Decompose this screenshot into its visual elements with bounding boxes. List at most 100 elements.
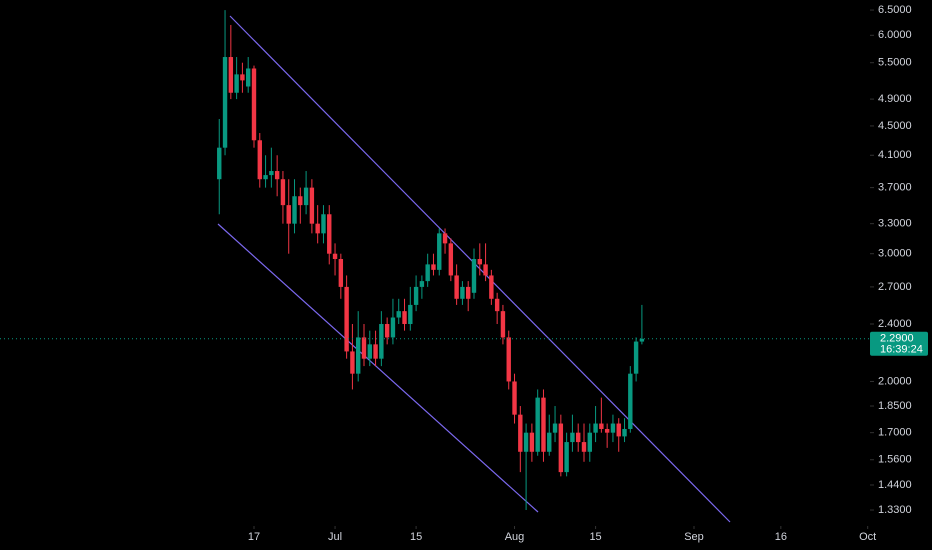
candle-body (460, 286, 465, 299)
y-tick-label: 4.1000 (878, 149, 912, 161)
candle-body (483, 264, 488, 276)
y-tick-label: 3.7000 (878, 182, 912, 194)
candle-body (448, 243, 454, 276)
y-tick-label: 1.4400 (878, 479, 912, 491)
candle-body (437, 233, 442, 270)
candle-body (402, 311, 407, 325)
last-price-label: 2.2900 (880, 333, 914, 345)
candle-body (234, 74, 239, 93)
x-tick-label: 15 (589, 531, 601, 543)
candle-body (251, 68, 257, 141)
candle-body (263, 175, 268, 180)
y-tick-label: 3.0000 (878, 248, 912, 260)
candle-body (274, 171, 280, 180)
candle-body (599, 423, 604, 429)
candle-body (292, 196, 297, 224)
candle-body (558, 423, 564, 473)
candle-body (535, 397, 540, 452)
candle-body (616, 423, 621, 437)
candle-body (494, 298, 500, 312)
candle-body (541, 397, 546, 452)
y-tick-label: 1.5600 (878, 454, 912, 466)
y-tick-label: 4.5000 (878, 120, 912, 132)
y-tick-label: 6.0000 (878, 29, 912, 41)
candle-body (384, 324, 390, 338)
countdown: 16:39:24 (880, 344, 923, 356)
y-tick-label: 3.3000 (878, 218, 912, 230)
candle-body (610, 423, 616, 433)
candle-body (512, 381, 517, 415)
candle-body (628, 373, 633, 429)
candle-body (344, 286, 349, 352)
candle-body (350, 351, 355, 374)
y-tick-label: 2.4000 (878, 318, 912, 330)
candle-body (529, 432, 535, 452)
candle-body (581, 442, 587, 452)
y-tick-label: 4.9000 (878, 93, 912, 105)
candle-body (373, 344, 378, 359)
candle-body (327, 214, 332, 254)
x-tick-label: Jul (328, 531, 342, 543)
candle-body (356, 337, 361, 374)
y-tick-label: 1.7000 (878, 427, 912, 439)
candle-body (361, 337, 367, 359)
candle-body (564, 442, 569, 473)
candle-body (633, 341, 639, 374)
candle-body (315, 223, 320, 234)
candle-body (518, 414, 523, 452)
candle-body (471, 258, 477, 293)
channel-lower (217, 223, 539, 513)
candle-body (217, 147, 222, 180)
candle-body (454, 275, 459, 299)
candle-body (269, 171, 274, 176)
candle-body (419, 281, 425, 287)
candle-body (379, 324, 384, 359)
candle-body (506, 337, 511, 382)
candle-body (622, 428, 627, 437)
y-tick-label: 2.7000 (878, 281, 912, 293)
candle-body (298, 196, 303, 206)
y-tick-label: 6.5000 (878, 4, 912, 16)
x-tick-label: 16 (775, 531, 787, 543)
candle-body (466, 286, 471, 299)
candle-body (552, 423, 558, 433)
candle-body (442, 233, 448, 244)
candle-body (570, 432, 575, 443)
candle-body (222, 57, 228, 148)
x-tick-label: 15 (410, 531, 422, 543)
candle-body (245, 68, 251, 87)
candle-body (593, 423, 598, 433)
candle-body (477, 258, 482, 265)
candle-body (309, 187, 315, 224)
x-tick-label: 17 (248, 531, 260, 543)
candle-body (547, 432, 552, 452)
candle-body (228, 57, 234, 93)
x-tick-label: Aug (505, 531, 525, 543)
y-tick-label: 1.8500 (878, 400, 912, 412)
candle-body (321, 214, 326, 234)
x-tick-label: Oct (859, 531, 876, 543)
candle-body (367, 344, 372, 359)
candle-body (413, 286, 419, 305)
candle-body (280, 179, 286, 206)
candle-body (489, 275, 494, 299)
candle-body (604, 428, 610, 433)
candle-body (639, 338, 645, 342)
candle-body (338, 258, 344, 287)
y-tick-label: 2.0000 (878, 375, 912, 387)
x-tick-label: Sep (684, 531, 704, 543)
y-tick-label: 1.3300 (878, 504, 912, 516)
candle-body (500, 311, 506, 338)
candle-body (390, 317, 396, 338)
candle-body (523, 432, 529, 452)
candle-body (431, 264, 436, 270)
candle-body (408, 304, 413, 325)
y-tick-label: 5.5000 (878, 57, 912, 69)
last-price-box (870, 331, 928, 356)
candle-body (257, 140, 262, 180)
candle-body (425, 264, 430, 282)
candle-body (240, 74, 245, 81)
candle-body (396, 311, 401, 318)
